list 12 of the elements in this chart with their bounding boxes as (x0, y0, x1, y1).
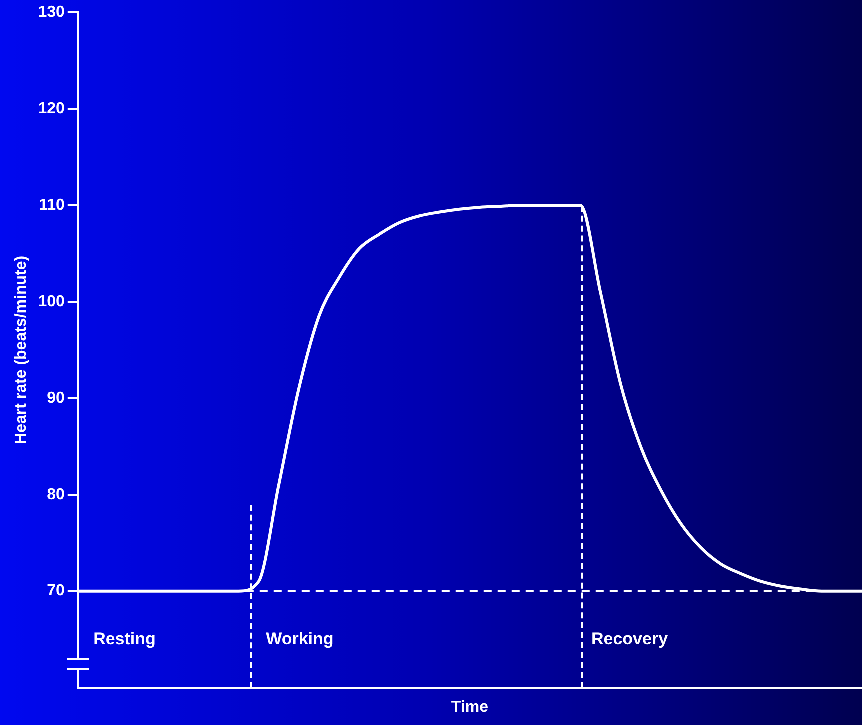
y-tick-label: 70 (47, 582, 65, 600)
annotation: Resting (94, 629, 156, 648)
y-tick-label: 130 (38, 4, 65, 22)
y-tick-label: 120 (38, 100, 65, 118)
y-tick-label: 80 (47, 486, 65, 504)
y-tick-label: 100 (38, 293, 65, 310)
annotation: Working (266, 629, 334, 648)
y-tick-label: 110 (39, 196, 65, 214)
x-axis-title: Time (451, 698, 489, 716)
y-axis-title: Heart rate (beats/minute) (13, 256, 30, 444)
annotation: Recovery (591, 629, 669, 648)
y-tick-label: 90 (47, 390, 65, 407)
